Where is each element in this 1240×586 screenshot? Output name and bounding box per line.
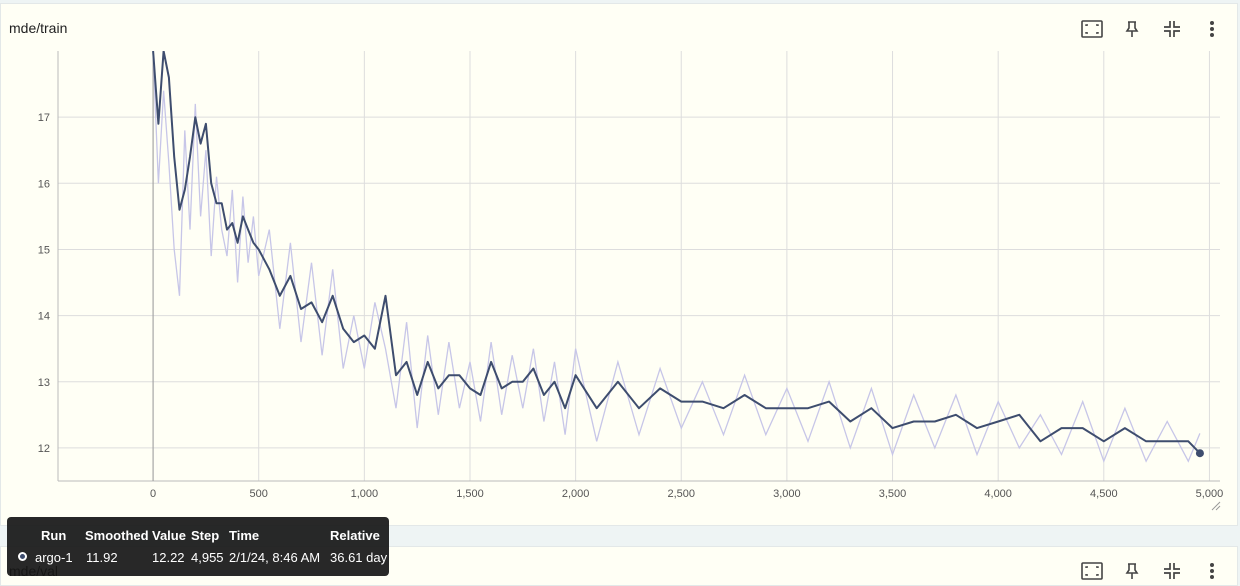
tooltip-header-relative: Relative bbox=[330, 528, 380, 543]
x-tick-label: 1,000 bbox=[351, 488, 379, 500]
resize-grip-icon bbox=[1211, 501, 1221, 511]
tooltip-value: 12.22 bbox=[152, 550, 185, 565]
pin-icon[interactable] bbox=[1121, 560, 1143, 582]
x-tick-label: 5,000 bbox=[1196, 488, 1224, 500]
tooltip-header-step: Step bbox=[191, 528, 220, 543]
tooltip-relative: 36.61 day bbox=[330, 550, 388, 565]
fullscreen-icon[interactable] bbox=[1081, 560, 1103, 582]
x-tick-label: 500 bbox=[250, 488, 268, 500]
tooltip-header-run: Run bbox=[41, 528, 67, 543]
tooltip-header-value: Value bbox=[152, 528, 186, 543]
more-vert-icon[interactable] bbox=[1201, 18, 1223, 40]
y-tick-label: 17 bbox=[38, 112, 50, 124]
x-tick-label: 2,000 bbox=[562, 488, 590, 500]
card-actions-val bbox=[1063, 560, 1223, 582]
tooltip-header-time: Time bbox=[229, 528, 260, 543]
card-title: mde/train bbox=[9, 20, 68, 36]
tooltip-smoothed: 11.92 bbox=[86, 550, 118, 565]
fit-icon[interactable] bbox=[1161, 18, 1183, 40]
run-color-dot bbox=[18, 552, 27, 561]
fit-icon[interactable] bbox=[1161, 560, 1183, 582]
y-tick-label: 13 bbox=[38, 377, 50, 389]
hover-point bbox=[1195, 449, 1204, 458]
x-tick-label: 3,000 bbox=[773, 488, 801, 500]
chart-card-mde-train: mde/train bbox=[0, 3, 1238, 526]
x-tick-label: 2,500 bbox=[667, 488, 695, 500]
card-actions bbox=[1063, 18, 1223, 40]
line-chart[interactable]: 12 13 14 15 16 17 0 500 1,000 1,500 2,000 2,500 3,00… bbox=[0, 0, 1240, 520]
y-tick-label: 12 bbox=[38, 443, 50, 455]
tooltip-run: argo-1 bbox=[35, 550, 73, 565]
x-tick-label: 4,000 bbox=[984, 488, 1012, 500]
fullscreen-icon[interactable] bbox=[1081, 18, 1103, 40]
pin-icon[interactable] bbox=[1121, 18, 1143, 40]
x-tick-label: 0 bbox=[150, 488, 156, 500]
tooltip-step: 4,955 bbox=[191, 550, 224, 565]
y-tick-label: 14 bbox=[38, 311, 50, 323]
smoothed-series-line bbox=[152, 51, 1201, 454]
tooltip-header-smoothed: Smoothed bbox=[85, 528, 149, 543]
x-tick-label: 1,500 bbox=[456, 488, 484, 500]
x-tick-label: 4,500 bbox=[1090, 488, 1118, 500]
more-vert-icon[interactable] bbox=[1201, 560, 1223, 582]
tooltip-time: 2/1/24, 8:46 AM bbox=[229, 550, 321, 565]
hover-tooltip: Run Smoothed Value Step Time Relative ar… bbox=[7, 517, 389, 576]
x-tick-label: 3,500 bbox=[879, 488, 907, 500]
y-tick-label: 16 bbox=[38, 178, 50, 190]
y-tick-label: 15 bbox=[38, 244, 50, 256]
raw-series-line bbox=[152, 51, 1201, 464]
